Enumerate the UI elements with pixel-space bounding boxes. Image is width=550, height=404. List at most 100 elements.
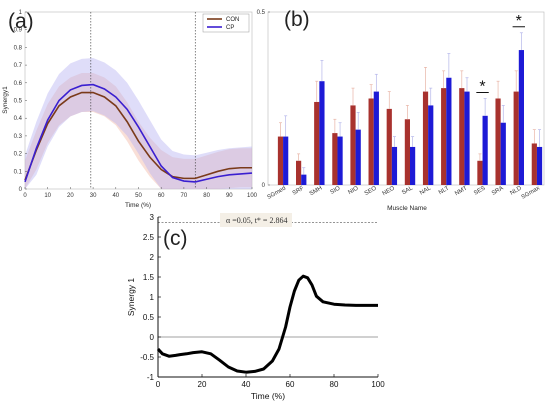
panel-a-legend: CON CP [202, 13, 250, 33]
y-tick-label: 0 [19, 187, 23, 193]
panel-a-y-axis-title: Synergy1 [2, 86, 9, 114]
x-tick-label: SRF [292, 185, 306, 196]
x-tick-label: 0 [23, 193, 27, 199]
x-tick-label: 80 [330, 380, 339, 389]
panel-c-x-ticks: 0 20 40 60 80 100 [156, 374, 385, 389]
panel-c: 0 20 40 60 80 100 -1 -0.5 0 0.5 1 1.5 2 2.5 3 α =0.05… [126, 213, 385, 401]
bar-cp-sal [410, 146, 416, 185]
y-tick-label: 2 [150, 253, 155, 262]
y-tick-label: 0.7 [14, 63, 23, 69]
panel-b-significance: ** [476, 13, 525, 96]
bar-cp-sgmed [283, 136, 289, 185]
panel-c-x-axis-title: Time (%) [251, 391, 285, 401]
bar-cp-nmt [464, 91, 470, 185]
panel-b: 00.5 SGmed SRF SMH SIO NIO SEO NEO SAL NAL NLT NMT… [257, 8, 545, 212]
y-tick-label: 0.6 [14, 81, 23, 87]
x-tick-label: SAL [401, 185, 414, 196]
panel-a-y-ticks: 0 0.1 0.2 0.3 0.4 0.5 0.6 0.7 0.8 0.9 1 [14, 10, 27, 193]
synergy-curve [156, 274, 378, 374]
y-tick-label: -1 [147, 373, 155, 382]
panel-b-bars [277, 32, 543, 186]
bar-cp-neo [391, 146, 398, 185]
bar-cp-nld [518, 50, 524, 186]
y-tick-label: 0.9 [14, 28, 23, 34]
y-tick-label: -0.5 [140, 353, 154, 362]
y-tick-label: 0.3 [14, 134, 23, 140]
significance-star: * [479, 79, 485, 96]
bar-cp-sgmax [536, 146, 543, 185]
x-tick-label: 30 [90, 193, 97, 199]
panel-b-x-axis-title: Muscle Name [387, 205, 427, 212]
bar-cp-seo [373, 91, 379, 185]
x-tick-label: SMH [309, 186, 324, 198]
x-tick-label: NMT [454, 185, 469, 197]
panel-a-label: (a) [8, 10, 34, 33]
legend-con-label: CON [226, 17, 239, 23]
y-tick-label: 1.5 [143, 273, 155, 282]
y-tick-label: 0.5 [257, 10, 266, 16]
x-tick-label: SRA [491, 186, 505, 197]
x-tick-label: 80 [203, 193, 210, 199]
x-tick-label: 0 [156, 380, 161, 389]
bar-con-sio [332, 133, 338, 185]
y-tick-label: 0.2 [14, 152, 23, 158]
panel-c-y-axis-title: Synergy 1 [126, 278, 136, 317]
bar-cp-smh [319, 81, 325, 185]
x-tick-label: NLD [509, 185, 523, 197]
panel-a: 0 10 20 30 40 50 60 70 80 90 100 00.10.20.30.40.50… [2, 10, 258, 209]
x-tick-label: NAL [419, 185, 433, 196]
panel-a-vlines [90, 12, 196, 189]
bar-con-nmt [459, 88, 465, 185]
y-tick-label: 1 [150, 293, 155, 302]
bar-cp-nlt [446, 77, 452, 185]
y-tick-label: 0 [262, 183, 266, 189]
x-tick-label: NIO [347, 185, 360, 196]
y-tick-label: 0.5 [14, 99, 23, 105]
legend-cp-label: CP [226, 25, 234, 31]
panel-c-y-ticks: -1 -0.5 0 0.5 1 1.5 2 2.5 3 [140, 213, 161, 382]
bar-con-sgmax [531, 143, 537, 185]
x-tick-label: SES [473, 186, 486, 197]
x-tick-label: NEO [382, 185, 397, 197]
bar-con-ses [477, 160, 483, 185]
panel-c-line [156, 274, 378, 374]
panel-c-label: (c) [163, 227, 188, 250]
y-tick-label: 0.4 [14, 116, 23, 122]
panel-c-reference-lines [158, 222, 378, 338]
annotation-box [220, 213, 292, 227]
y-tick-label: 1 [19, 10, 23, 16]
significance-star: * [516, 13, 522, 30]
bar-con-sal [404, 119, 410, 185]
y-tick-label: 3 [150, 213, 155, 222]
bar-cp-sra [500, 122, 506, 185]
panel-b-y-ticks: 00.5 [257, 10, 270, 189]
x-tick-label: 90 [226, 193, 233, 199]
bar-cp-nal [428, 105, 434, 185]
panel-b-x-ticks: SGmed SRF SMH SIO NIO SEO NEO SAL NAL NLT NMT SES SR… [266, 185, 540, 201]
x-tick-label: SGmax [521, 186, 541, 201]
x-tick-label: SGmed [266, 186, 287, 201]
bar-con-smh [314, 101, 320, 185]
bar-cp-nio [355, 129, 361, 185]
x-tick-label: 60 [286, 380, 295, 389]
bar-con-seo [368, 98, 374, 185]
y-tick-label: 2.5 [143, 233, 155, 242]
panel-a-plot-area [24, 11, 253, 190]
bar-con-nlt [441, 88, 447, 185]
panel-a-lines [24, 83, 253, 183]
x-tick-label: 40 [242, 380, 251, 389]
x-tick-label: 10 [44, 193, 51, 199]
bar-con-nal [422, 91, 429, 185]
bar-cp-srf [301, 174, 307, 185]
x-tick-label: 20 [198, 380, 207, 389]
x-tick-label: 100 [247, 193, 258, 199]
y-tick-label: 0.5 [143, 313, 155, 322]
bar-con-srf [296, 160, 302, 185]
bar-cp-ses [482, 115, 488, 185]
line-con [24, 91, 252, 181]
x-tick-label: 70 [181, 193, 188, 199]
y-tick-label: 0 [150, 333, 155, 342]
x-tick-label: 20 [67, 193, 74, 199]
x-tick-label: 40 [112, 193, 119, 199]
